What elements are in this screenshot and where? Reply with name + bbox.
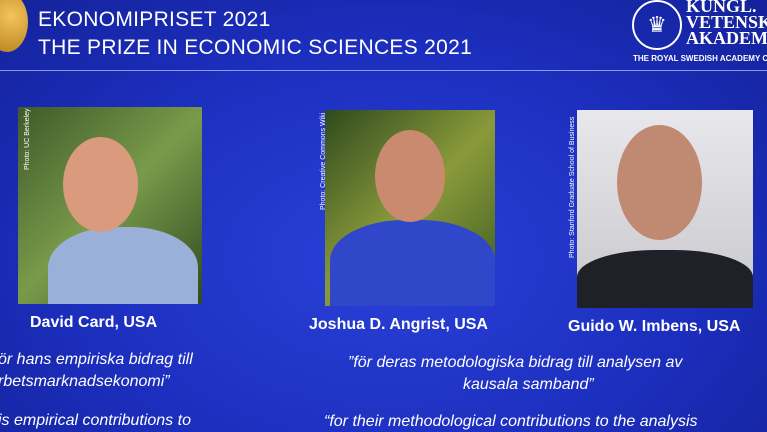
academy-line: AKADEM [686, 28, 767, 48]
academy-english: THE ROYAL SWEDISH ACADEMY OF S [633, 54, 767, 63]
divider [0, 70, 767, 71]
motivation-angrist-imbens-en: “for their methodological contributions … [324, 413, 698, 430]
motivation-angrist-imbens-sv: kausala samband” [463, 376, 594, 393]
motivation-card-en: is empirical contributions to [0, 412, 191, 429]
photo-credit: Photo: UC Berkeley [24, 108, 31, 170]
laureate-name: David Card, USA [30, 314, 158, 331]
academy-seal-icon: ♛ [632, 0, 682, 50]
photo-credit: Photo: Creative Commons Wiki [320, 112, 327, 210]
photo-joshua-angrist [325, 110, 495, 306]
laureate-name: Joshua D. Angrist, USA [309, 316, 488, 333]
laureate-name: Guido W. Imbens, USA [568, 318, 741, 335]
academy-line: VETENSK [686, 12, 767, 32]
photo-david-card [18, 107, 202, 304]
title-swedish: EKONOMIPRISET 2021 [38, 8, 271, 31]
academy-line: KUNGL. [686, 0, 757, 16]
photo-guido-imbens [577, 110, 753, 308]
motivation-card-sv: ör hans empiriska bidrag till [0, 351, 193, 368]
motivation-card-sv: rbetsmarknadsekonomi” [0, 373, 170, 390]
photo-credit: Photo: Stanford Graduate School of Busin… [569, 116, 576, 258]
motivation-angrist-imbens-sv: ”för deras metodologiska bidrag till ana… [348, 354, 683, 371]
title-english: THE PRIZE IN ECONOMIC SCIENCES 2021 [38, 36, 473, 59]
academy-name: KUNGL. VETENSK AKADEM [686, 0, 767, 48]
